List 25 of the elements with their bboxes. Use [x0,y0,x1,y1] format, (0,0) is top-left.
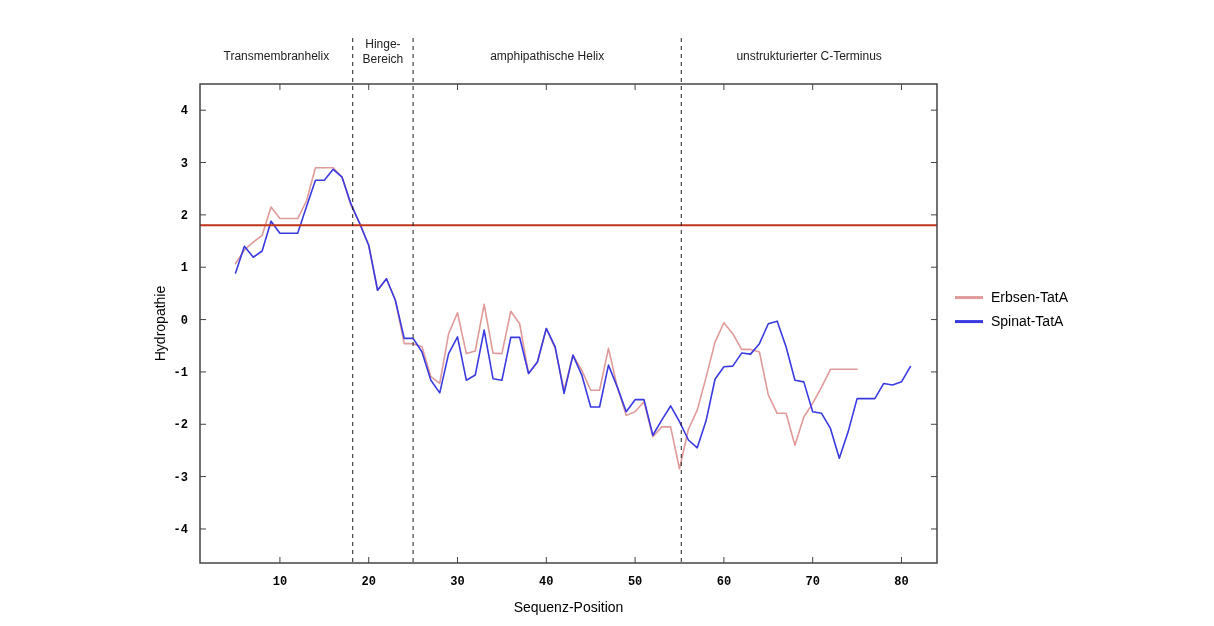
text: amphipathische Helix [490,49,605,63]
text: Transmembranhelix [223,49,330,63]
y-tick-label: 4 [180,104,188,119]
y-tick-label: 3 [180,156,188,171]
y-tick-label: -2 [173,418,188,433]
x-tick-label: 50 [627,575,643,589]
x-tick-label: 30 [450,575,465,589]
text: Hinge-Bereich [362,37,404,66]
text: unstrukturierter C-Terminus [736,49,882,63]
x-tick-label: 40 [539,575,554,589]
x-axis-title: Sequenz-Position [513,599,624,615]
x-tick-label: 20 [361,575,376,589]
y-tick-label: 0 [180,313,188,328]
x-tick-label: 80 [894,575,909,589]
y-tick-label: -1 [173,366,188,381]
legend-label: Erbsen-TatA [991,289,1069,306]
x-tick-label: 10 [272,575,288,589]
x-tick-label: 70 [805,575,820,589]
legend-label: Spinat-TatA [991,313,1065,330]
y-axis-title: Hydropathie [152,285,168,362]
x-tick-label: 60 [716,575,732,589]
y-tick-label: 2 [180,209,188,224]
y-tick-label: -3 [173,470,188,485]
y-tick-label: 1 [180,261,188,276]
y-tick-label: -4 [173,523,188,538]
